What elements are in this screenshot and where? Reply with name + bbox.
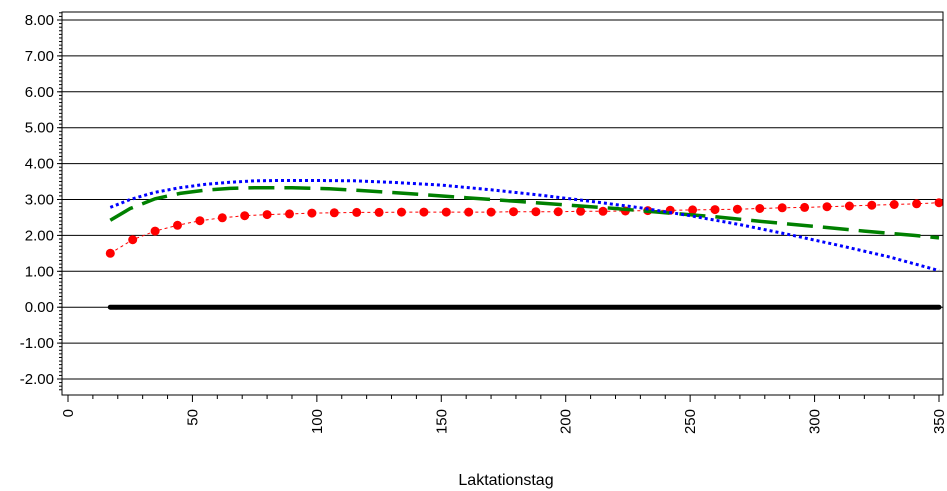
y-tick-label: 3.00 — [25, 192, 54, 209]
y-tick-label: 7.00 — [25, 48, 54, 65]
series-point — [576, 206, 586, 216]
x-tick-label: 0 — [60, 409, 77, 417]
x-tick-label: 300 — [807, 409, 824, 434]
series-point — [732, 204, 742, 214]
x-axis-title: Laktationstag — [458, 472, 553, 489]
series-point — [105, 248, 115, 258]
series-point — [486, 207, 496, 217]
series-point — [822, 202, 832, 212]
x-tick-label: 350 — [931, 409, 947, 434]
series-point — [934, 198, 944, 208]
x-tick-label: 150 — [433, 409, 450, 434]
y-tick-label: 2.00 — [25, 227, 54, 244]
y-tick-label: -2.00 — [20, 371, 54, 388]
series-point — [352, 207, 362, 217]
y-axis: -2.00 -1.00 0.00 1.00 2.00 3.00 4.00 5.00 6.00 7.… — [20, 12, 62, 391]
y-tick-label: 8.00 — [25, 12, 54, 29]
x-tick-label: 50 — [184, 409, 201, 426]
series-point — [464, 207, 474, 217]
y-tick-label: 1.00 — [25, 263, 54, 280]
series-point — [800, 202, 810, 212]
y-tick-label: -1.00 — [20, 335, 54, 352]
series-point — [217, 213, 227, 223]
series-point — [867, 200, 877, 210]
series-point — [240, 211, 250, 221]
series-point — [262, 210, 272, 220]
series-point — [531, 207, 541, 217]
series-point — [150, 226, 160, 236]
series-point — [195, 216, 205, 226]
series-layer — [105, 179, 944, 310]
series-point — [307, 208, 317, 218]
plot-background — [62, 12, 943, 395]
series-point — [128, 235, 138, 245]
y-tick-label: 5.00 — [25, 120, 54, 137]
x-tick-label: 200 — [558, 409, 575, 434]
x-tick-label: 250 — [682, 409, 699, 434]
y-tick-label: 4.00 — [25, 156, 54, 173]
series-point — [173, 220, 182, 230]
plot-frame — [61, 11, 944, 396]
series-point — [419, 207, 429, 217]
series-point — [889, 200, 899, 209]
series-point — [329, 208, 339, 218]
series-point — [755, 204, 765, 213]
series-point — [777, 203, 787, 213]
series-point — [397, 207, 406, 217]
series-point — [553, 207, 563, 217]
y-tick-label: 6.00 — [25, 84, 54, 101]
x-axis: 0 50 100 150 200 250 300 350 — [60, 395, 947, 434]
series-line-long-dash — [109, 185, 940, 240]
series-point — [912, 199, 922, 209]
series-point — [374, 207, 384, 217]
series-point — [285, 209, 294, 219]
series-point — [844, 201, 854, 211]
x-tick-label: 100 — [309, 409, 326, 434]
series-point — [688, 205, 698, 215]
series-point — [509, 207, 518, 217]
y-tick-label: 0.00 — [25, 299, 54, 316]
series-point — [598, 206, 608, 216]
series-point — [441, 207, 451, 217]
series-line-dotted — [109, 179, 940, 273]
series-point — [710, 205, 720, 215]
